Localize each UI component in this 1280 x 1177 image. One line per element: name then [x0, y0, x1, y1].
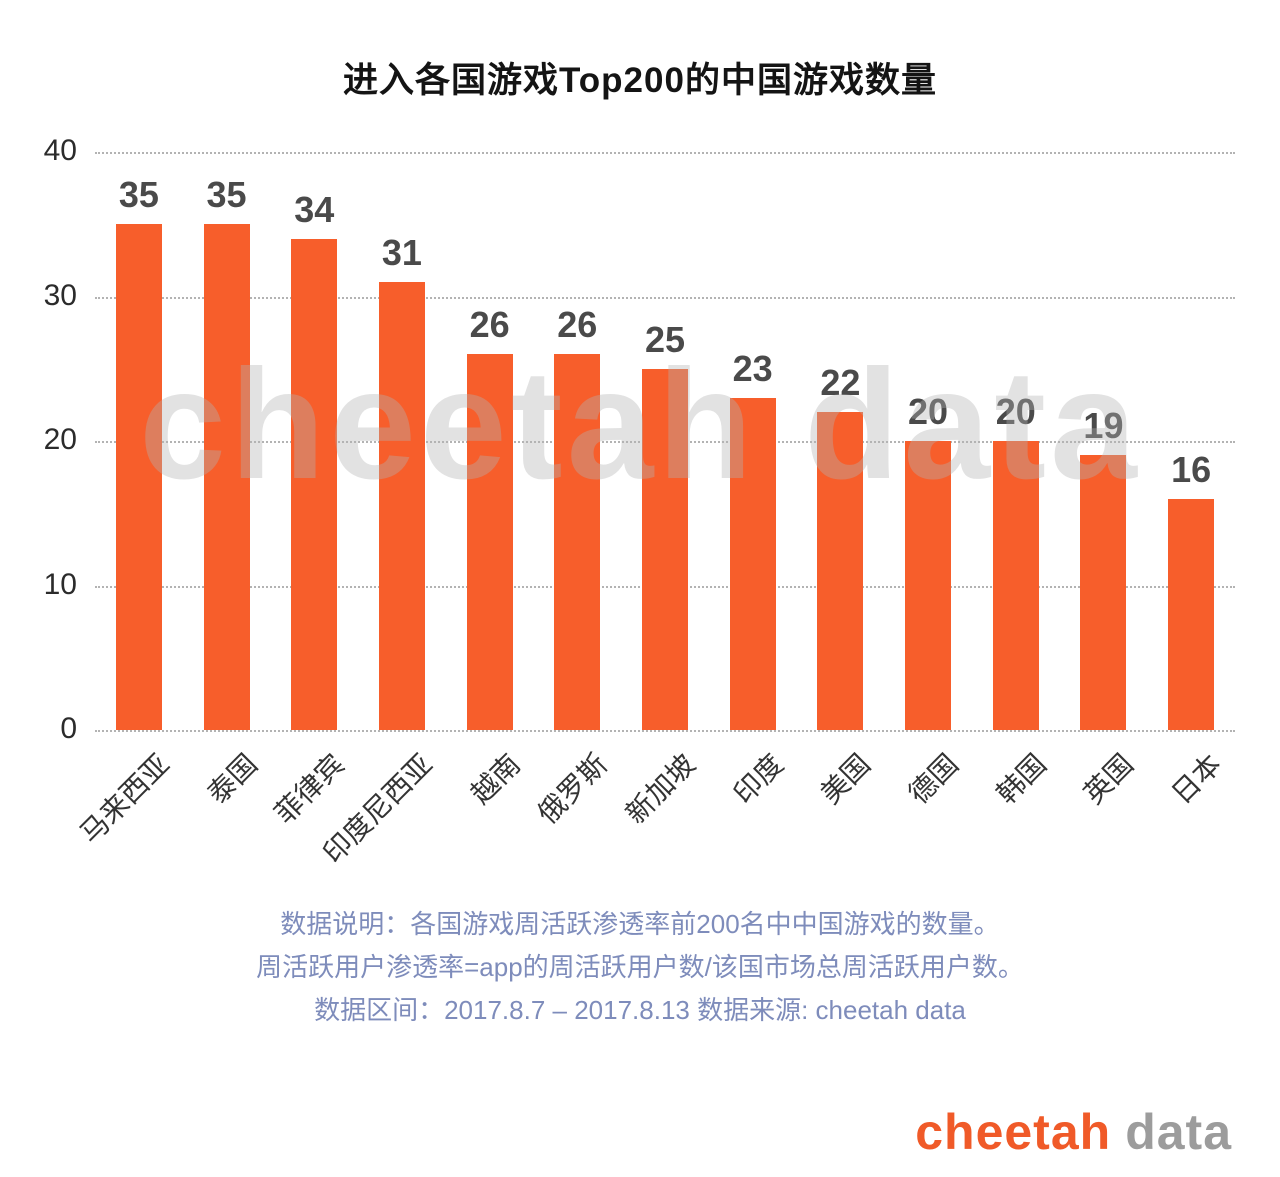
value-label-俄罗斯: 26 [557, 304, 598, 346]
bar-俄罗斯 [554, 354, 601, 730]
value-label-马来西亚: 35 [118, 174, 159, 216]
bar-马来西亚 [115, 224, 162, 730]
value-label-美国: 22 [820, 362, 861, 404]
plot-area: 0 10 20 30 40 35 35 34 31 26 26 25 23 22 20 20 19 16 [44, 134, 1235, 745]
y-tick-label-40: 40 [43, 134, 77, 167]
bar-印度 [729, 397, 776, 730]
logo-brand-text: cheetah [915, 1104, 1112, 1160]
gridline-y-0 [95, 730, 1235, 732]
value-label-德国: 20 [908, 391, 949, 432]
x-tick-label-泰国: 泰国 [201, 748, 263, 810]
bar-泰国 [203, 224, 250, 730]
footnote-line-3: 数据区间：2017.8.7 – 2017.8.13 数据来源: cheetah … [314, 995, 966, 1025]
footnotes: 数据说明：各国游戏周活跃渗透率前200名中中国游戏的数量。 周活跃用户渗透率=a… [0, 903, 1280, 1032]
value-label-菲律宾: 34 [294, 188, 335, 230]
value-label-印度尼西亚: 31 [381, 232, 422, 274]
x-tick-label-日本: 日本 [1165, 748, 1228, 810]
x-tick-label-美国: 美国 [815, 748, 877, 810]
value-label-越南: 26 [469, 304, 510, 346]
bar-印度尼西亚 [378, 282, 425, 730]
x-tick-label-印度: 印度 [727, 748, 789, 810]
value-label-新加坡: 25 [644, 318, 686, 360]
x-axis-labels: 马来西亚 泰国 菲律宾 印度尼西亚 越南 俄罗斯 新加坡 印度 美国 德国 韩国 英国 日本 [74, 744, 1235, 914]
bar-新加坡 [642, 368, 688, 730]
bar-韩国 [992, 441, 1039, 730]
value-label-英国: 19 [1083, 405, 1124, 447]
bar-日本 [1168, 498, 1215, 730]
bar-菲律宾 [291, 238, 338, 730]
x-tick-label-俄罗斯: 俄罗斯 [532, 748, 614, 830]
x-tick-label-越南: 越南 [464, 748, 526, 810]
x-tick-label-新加坡: 新加坡 [619, 748, 702, 830]
cheetah-data-logo: cheetah data [915, 1103, 1232, 1161]
chart-title: 进入各国游戏Top200的中国游戏数量 [343, 61, 937, 100]
value-label-日本: 16 [1171, 448, 1212, 490]
gridline-y-40 [95, 152, 1235, 154]
y-tick-label-0: 0 [60, 712, 77, 745]
y-tick-label-10: 10 [43, 567, 77, 601]
value-label-泰国: 35 [206, 174, 247, 216]
value-label-印度: 23 [732, 347, 773, 389]
logo-suffix-text: data [1125, 1104, 1232, 1160]
footnote-line-2: 周活跃用户渗透率=app的周活跃用户数/该国市场总周活跃用户数。 [256, 952, 1024, 982]
bar-英国 [1080, 455, 1127, 730]
x-tick-label-德国: 德国 [902, 748, 965, 810]
x-tick-label-韩国: 韩国 [990, 748, 1052, 810]
bar-德国 [905, 441, 952, 730]
y-tick-label-30: 30 [43, 278, 77, 312]
bar-美国 [817, 412, 864, 730]
x-tick-label-马来西亚: 马来西亚 [73, 748, 176, 850]
bar-越南 [466, 354, 513, 730]
y-tick-label-20: 20 [43, 423, 77, 456]
gridline-y-30 [95, 296, 1235, 299]
x-tick-label-英国: 英国 [1078, 748, 1140, 810]
footnote-line-1: 数据说明：各国游戏周活跃渗透率前200名中中国游戏的数量。 [280, 909, 1000, 939]
value-label-韩国: 20 [995, 391, 1036, 432]
